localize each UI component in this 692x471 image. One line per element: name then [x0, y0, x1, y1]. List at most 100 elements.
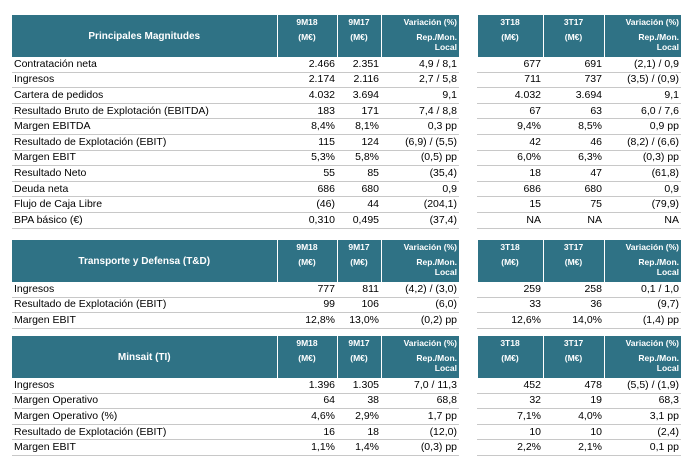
- cell: 38: [337, 393, 381, 410]
- cell: 691: [543, 57, 604, 73]
- header-line: Local: [434, 42, 457, 52]
- gap: [459, 134, 477, 151]
- cell: 3,1 pp: [604, 408, 681, 425]
- column-header: 3T18 (M€): [476, 240, 543, 282]
- cell: 171: [337, 103, 381, 120]
- gap: [459, 240, 477, 282]
- header-line: Local: [656, 363, 679, 373]
- cell: 737: [543, 72, 604, 89]
- header-line: (M€): [298, 31, 316, 42]
- cell: NA: [477, 212, 543, 229]
- header-line: 9M17: [348, 338, 370, 348]
- cell: 3.694: [543, 87, 604, 104]
- header-line: (M€): [350, 31, 368, 42]
- header-line: Rep./Mon.: [416, 256, 457, 267]
- gap: [459, 103, 477, 119]
- cell: 46: [543, 134, 604, 151]
- header-line: 3T17: [563, 242, 584, 252]
- cell: (12,0): [381, 424, 459, 441]
- section-title: Minsait (TI): [12, 336, 277, 378]
- cell: 3.694: [337, 87, 381, 104]
- cell: 2.351: [337, 57, 381, 73]
- cell: 42: [477, 134, 543, 151]
- header-line: Rep./Mon.: [416, 352, 457, 363]
- cell: 1.396: [277, 378, 337, 394]
- cell: (0,5) pp: [381, 150, 459, 167]
- row-label: Contratación neta: [12, 57, 277, 73]
- gap: [459, 196, 477, 213]
- cell: NA: [604, 212, 681, 229]
- column-header: 9M18 (M€): [276, 15, 337, 57]
- cell: 5,3%: [277, 150, 337, 167]
- cell: 55: [277, 165, 337, 182]
- data-table: Minsait (TI) 9M18 (M€) 9M17 (M€) Variación (%…: [12, 336, 681, 456]
- cell: (8,2) / (6,6): [604, 134, 681, 151]
- cell: 99: [277, 297, 337, 314]
- cell: 10: [477, 424, 543, 441]
- cell: 16: [277, 424, 337, 441]
- data-row: Resultado de Explotación (EBIT) 16 18 (12,0…: [12, 424, 681, 441]
- header-line: (M€): [501, 31, 519, 42]
- gap: [459, 72, 477, 88]
- cell: 686: [477, 181, 543, 198]
- row-label: Resultado de Explotación (EBIT): [12, 297, 277, 314]
- cell: 680: [543, 181, 604, 198]
- cell: 15: [477, 196, 543, 213]
- cell: 8,1%: [337, 118, 381, 135]
- header-line: Variación (%): [403, 338, 457, 348]
- data-row: Margen EBIT 12,8% 13,0% (0,2) pp 12,6% 14,0%(…: [12, 312, 681, 329]
- data-row: Flujo de Caja Libre (46) 44 (204,1) 15 75 (79,…: [12, 196, 681, 213]
- cell: 0,1 pp: [604, 439, 681, 456]
- cell: (3,5) / (0,9): [604, 72, 681, 89]
- header-line: Local: [656, 267, 679, 277]
- cell: (46): [277, 196, 337, 213]
- cell: (0,2) pp: [381, 312, 459, 329]
- cell: (35,4): [381, 165, 459, 182]
- cell: 4,0%: [543, 408, 604, 425]
- gap: [459, 181, 477, 197]
- cell: 33: [477, 297, 543, 314]
- header-line: Variación (%): [625, 242, 679, 252]
- cell: 1.305: [337, 378, 381, 394]
- header-line: 3T18: [500, 17, 520, 27]
- data-row: Ingresos 1.396 1.305 7,0 / 11,3 452 478 (5,5) …: [12, 378, 681, 394]
- header-row: Minsait (TI) 9M18 (M€) 9M17 (M€) Variación (%…: [12, 336, 681, 378]
- cell: 9,1: [604, 87, 681, 104]
- cell: (2,4): [604, 424, 681, 441]
- cell: 12,6%: [477, 312, 543, 329]
- cell: 32: [477, 393, 543, 410]
- column-header: Variación (%) Rep./Mon. Local: [603, 240, 681, 282]
- data-table: Principales Magnitudes 9M18 (M€) 9M17 (M€) Va…: [12, 15, 681, 229]
- header-line: 3T18: [500, 242, 520, 252]
- data-row: Resultado de Explotación (EBIT) 99 106 (6,0…: [12, 297, 681, 314]
- gap: [459, 165, 477, 182]
- cell: 0,9 pp: [604, 118, 681, 135]
- cell: 13,0%: [337, 312, 381, 329]
- column-header: 3T17 (M€): [542, 336, 604, 378]
- header-line: (M€): [501, 256, 519, 267]
- header-line: (M€): [350, 256, 368, 267]
- cell: 680: [337, 181, 381, 198]
- header-line: 9M17: [348, 17, 370, 27]
- cell: 0,9: [381, 181, 459, 198]
- cell: 258: [543, 282, 604, 298]
- cell: 777: [277, 282, 337, 298]
- cell: 2,1%: [543, 439, 604, 456]
- header-line: 9M18: [296, 242, 318, 252]
- column-header: 3T18 (M€): [476, 336, 543, 378]
- gap: [459, 297, 477, 313]
- cell: (0,3) pp: [604, 150, 681, 167]
- header-line: 9M18: [296, 17, 318, 27]
- row-label: Flujo de Caja Libre: [12, 196, 277, 213]
- gap: [459, 57, 477, 73]
- gap: [459, 424, 477, 440]
- header-line: 9M17: [348, 242, 370, 252]
- column-header: Variación (%) Rep./Mon. Local: [603, 336, 681, 378]
- column-header: 9M17 (M€): [336, 15, 381, 57]
- data-row: Ingresos 2.174 2.116 2,7 / 5,8 711 737 (3,5) /…: [12, 72, 681, 89]
- gap: [459, 212, 477, 229]
- header-line: 9M18: [296, 338, 318, 348]
- cell: 63: [543, 103, 604, 120]
- cell: 1,7 pp: [381, 408, 459, 425]
